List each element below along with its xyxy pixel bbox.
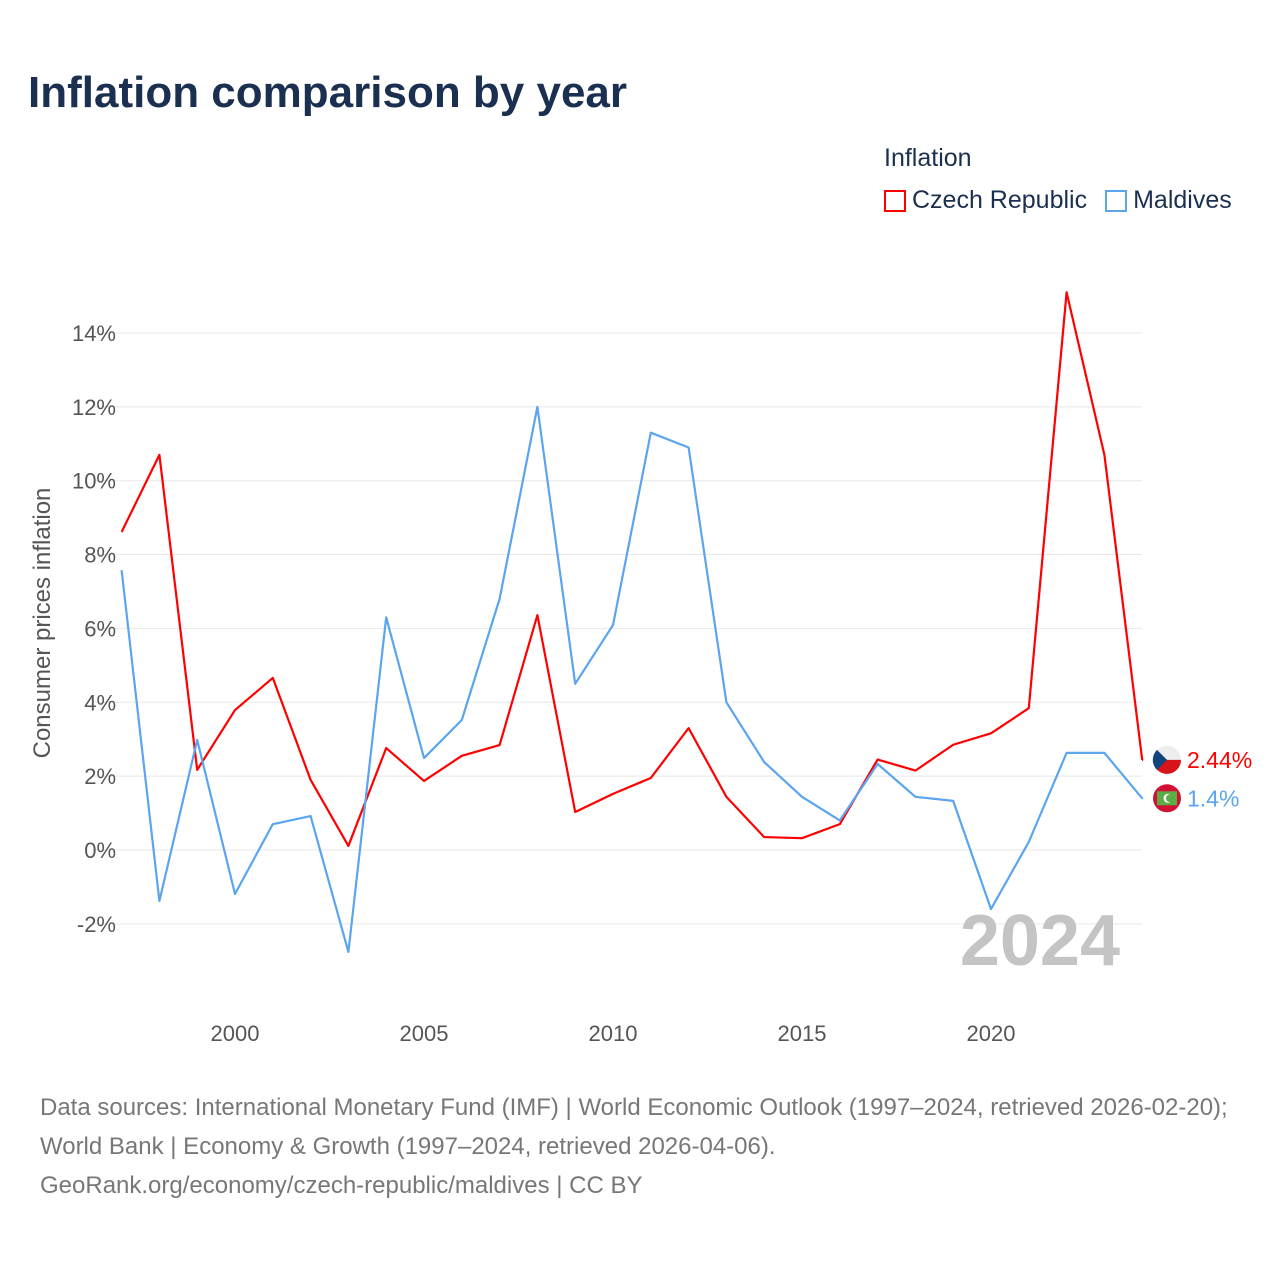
x-tick-label: 2005 (400, 1021, 449, 1046)
flag-crescent-cut (1166, 794, 1174, 803)
y-tick-label: 0% (84, 838, 116, 863)
end-value-label: 1.4% (1187, 785, 1239, 811)
y-tick-label: 8% (84, 543, 116, 568)
data-sources: Data sources: International Monetary Fun… (40, 1094, 1228, 1160)
credit-link[interactable]: GeoRank.org/economy/czech-republic/maldi… (40, 1172, 643, 1199)
legend-label-czech: Czech Republic (912, 186, 1088, 214)
maldives-flag-icon (1153, 784, 1181, 813)
legend-title: Inflation (884, 144, 972, 172)
y-tick-label: 2% (84, 764, 116, 789)
y-axis-label: Consumer prices inflation (29, 488, 56, 759)
series-line-czech-republic (120, 291, 1144, 848)
x-tick-label: 2020 (967, 1021, 1016, 1046)
legend-swatch-czech (884, 189, 906, 212)
x-tick-label: 2000 (211, 1021, 260, 1046)
y-tick-label: 4% (84, 690, 116, 715)
legend-item-maldives[interactable]: Maldives (1105, 186, 1232, 215)
czech-flag-icon (1152, 745, 1181, 774)
chart-title: Inflation comparison by year (28, 68, 628, 117)
legend-item-czech-republic[interactable]: Czech Republic (884, 186, 1087, 215)
flag-blue (1152, 749, 1167, 770)
legend: Czech Republic Maldives (884, 186, 1232, 215)
series-line-maldives (120, 405, 1144, 954)
legend-swatch-maldives (1105, 189, 1128, 212)
y-tick-label: 12% (72, 395, 116, 420)
y-tick-label: 10% (72, 469, 116, 494)
y-tick-label: 14% (72, 321, 116, 346)
y-tick-label: -2% (77, 912, 116, 937)
x-tick-label: 2015 (778, 1021, 827, 1046)
legend-label-maldives: Maldives (1133, 186, 1232, 214)
source-note: Data sources: International Monetary Fun… (40, 1088, 1250, 1205)
end-value-label: 2.44% (1187, 747, 1252, 773)
x-tick-label: 2010 (589, 1021, 638, 1046)
year-watermark: 2024 (960, 901, 1120, 981)
y-tick-label: 6% (84, 616, 116, 641)
